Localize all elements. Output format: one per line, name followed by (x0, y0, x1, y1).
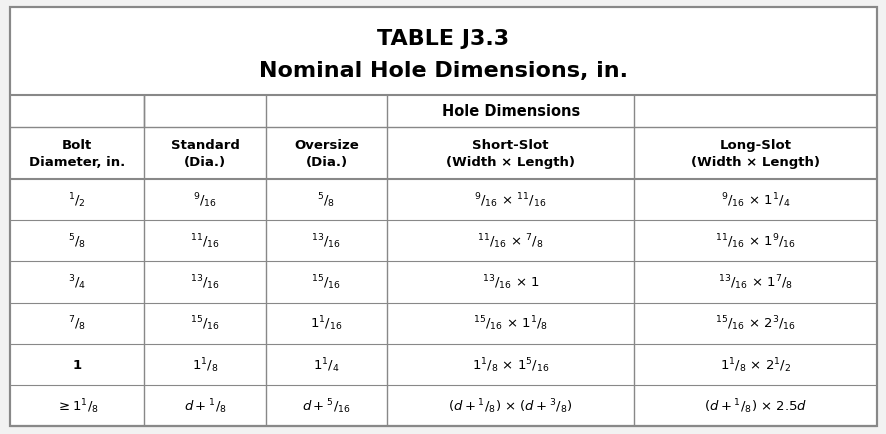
Text: $^{15}/_{16}$ × $1^1/_8$: $^{15}/_{16}$ × $1^1/_8$ (472, 314, 548, 333)
Text: $^3/_4$: $^3/_4$ (68, 273, 86, 292)
Text: $^5/_8$: $^5/_8$ (68, 232, 86, 250)
Text: $^{15}/_{16}$ × $2^3/_{16}$: $^{15}/_{16}$ × $2^3/_{16}$ (714, 314, 796, 333)
Text: $1^1/_{16}$: $1^1/_{16}$ (310, 314, 342, 333)
Text: $1^1/_8$ × $2^1/_2$: $1^1/_8$ × $2^1/_2$ (719, 355, 790, 374)
Text: Short-Slot
(Width × Length): Short-Slot (Width × Length) (446, 139, 574, 169)
Text: $^{11}/_{16}$ × $1^9/_{16}$: $^{11}/_{16}$ × $1^9/_{16}$ (714, 232, 796, 250)
Text: $1^1/_8$: $1^1/_8$ (191, 355, 218, 374)
Text: $^{13}/_{16}$: $^{13}/_{16}$ (190, 273, 220, 292)
Text: $^7/_8$: $^7/_8$ (68, 314, 86, 333)
Text: $^9/_{16}$: $^9/_{16}$ (193, 191, 217, 210)
Text: $d + ^5/_{16}$: $d + ^5/_{16}$ (302, 396, 351, 415)
Text: $^5/_8$: $^5/_8$ (317, 191, 335, 210)
Text: Standard
(Dia.): Standard (Dia.) (170, 139, 239, 169)
Text: $^{15}/_{16}$: $^{15}/_{16}$ (190, 314, 220, 333)
Text: $^{11}/_{16}$ × $^7/_8$: $^{11}/_{16}$ × $^7/_8$ (477, 232, 543, 250)
Text: Hole Dimensions: Hole Dimensions (441, 104, 579, 119)
Text: $^{13}/_{16}$: $^{13}/_{16}$ (311, 232, 341, 250)
Text: Nominal Hole Dimensions, in.: Nominal Hole Dimensions, in. (259, 61, 627, 81)
Text: $1^1/_8$ × $1^5/_{16}$: $1^1/_8$ × $1^5/_{16}$ (471, 355, 549, 374)
Text: Bolt
Diameter, in.: Bolt Diameter, in. (29, 139, 125, 169)
Text: $^{13}/_{16}$ × $1$: $^{13}/_{16}$ × $1$ (481, 273, 539, 292)
Text: $^{11}/_{16}$: $^{11}/_{16}$ (190, 232, 220, 250)
Text: $(d + ^1/_8)$ × $(d + ^3/_8)$: $(d + ^1/_8)$ × $(d + ^3/_8)$ (447, 396, 572, 415)
Text: $d + ^1/_8$: $d + ^1/_8$ (183, 396, 226, 415)
Text: $^1/_2$: $^1/_2$ (68, 191, 86, 210)
Text: $\geq 1^1/_8$: $\geq 1^1/_8$ (56, 396, 98, 415)
Text: $^{15}/_{16}$: $^{15}/_{16}$ (311, 273, 341, 292)
Text: $\mathbf{1}$: $\mathbf{1}$ (72, 358, 82, 371)
Text: $^{13}/_{16}$ × $1^7/_8$: $^{13}/_{16}$ × $1^7/_8$ (718, 273, 792, 292)
Text: $(d + ^1/_8)$ × $2.5d$: $(d + ^1/_8)$ × $2.5d$ (703, 396, 806, 415)
Text: $^9/_{16}$ × $^{11}/_{16}$: $^9/_{16}$ × $^{11}/_{16}$ (474, 191, 547, 210)
Text: Oversize
(Dia.): Oversize (Dia.) (294, 139, 359, 169)
Text: $^9/_{16}$ × $1^1/_4$: $^9/_{16}$ × $1^1/_4$ (720, 191, 789, 210)
Text: TABLE J3.3: TABLE J3.3 (377, 29, 509, 49)
Text: $1^1/_4$: $1^1/_4$ (313, 355, 339, 374)
Text: Long-Slot
(Width × Length): Long-Slot (Width × Length) (690, 139, 820, 169)
